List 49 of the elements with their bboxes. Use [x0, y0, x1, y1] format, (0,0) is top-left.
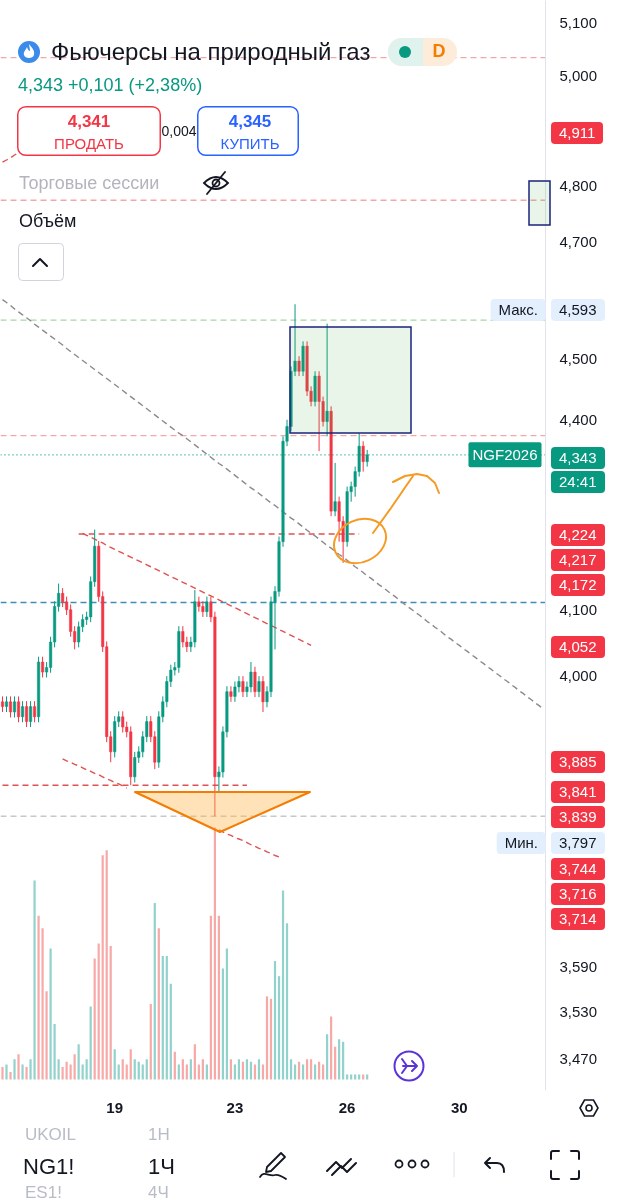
text: 3,839 — [551, 806, 605, 828]
text: 3,714 — [551, 908, 605, 930]
y-tick-label: 4,800 — [559, 176, 598, 194]
annotation: Макс. — [490, 299, 546, 321]
x-tick-label: 30 — [451, 1098, 468, 1116]
text: 3,885 — [551, 751, 605, 773]
text: 4,217 — [551, 549, 605, 571]
annotation: Объём — [19, 211, 77, 233]
text: 4,911 — [551, 122, 604, 144]
y-tick-label: 3,530 — [559, 1003, 598, 1021]
y-tick-label: 4,000 — [559, 667, 598, 685]
text: NG1! — [23, 1153, 75, 1181]
x-tick-label: 26 — [338, 1098, 356, 1116]
annotation: 0,004 — [161, 122, 197, 140]
text: 3,797 — [551, 832, 605, 854]
text: 24:41 — [551, 471, 605, 493]
text: 4,343 +0,101 (+2,38%) — [18, 75, 203, 97]
y-tick-label: 5,100 — [559, 13, 598, 31]
y-tick-label: 4,500 — [559, 350, 598, 368]
text: ES1! — [25, 1182, 62, 1200]
text: 4,224 — [551, 524, 605, 546]
y-tick-label: 3,590 — [559, 958, 598, 976]
y-tick-label: 5,000 — [559, 66, 598, 84]
annotation: Мин. — [496, 832, 546, 854]
text: 4,343 — [551, 447, 605, 469]
annotation: Торговые сессии — [19, 173, 160, 195]
y-tick-label: 4,100 — [559, 600, 598, 618]
x-tick-label: 19 — [106, 1098, 124, 1116]
text: 3,841 — [551, 781, 605, 803]
annotation: КУПИТЬ — [220, 135, 280, 153]
text: 4Ч — [148, 1182, 169, 1200]
x-tick-label: 23 — [226, 1098, 244, 1116]
text: UKOIL — [25, 1124, 77, 1146]
y-tick-label: 4,400 — [559, 410, 598, 428]
y-tick-label: 4,700 — [559, 233, 598, 251]
text: 4,052 — [551, 636, 605, 658]
text: 1H — [148, 1124, 170, 1146]
text: 3,744 — [551, 858, 605, 880]
annotation: ПРОДАТЬ — [54, 135, 124, 153]
text: 4,172 — [551, 574, 605, 596]
annotation: 4,341 — [67, 111, 111, 133]
text: 1Ч — [148, 1153, 175, 1181]
text: Фьючерсы на природный газ — [51, 37, 371, 67]
annotation: 4,345 — [228, 111, 272, 133]
text: 4,593 — [551, 299, 605, 321]
text: 3,716 — [551, 883, 605, 905]
annotation: D — [432, 41, 446, 63]
ref-line-label: NGF2026 — [472, 446, 538, 464]
y-tick-label: 3,470 — [559, 1049, 598, 1067]
